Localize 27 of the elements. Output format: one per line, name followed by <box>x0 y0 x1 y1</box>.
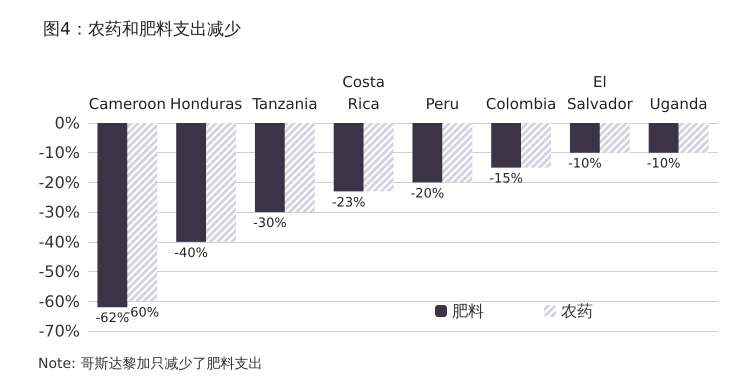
x-tick-label: Tanzania <box>251 95 318 113</box>
y-tick-label: -30% <box>38 202 80 222</box>
x-tick-label: El Salvador <box>566 73 634 113</box>
x-tick-label: Colombia <box>486 95 556 113</box>
y-tick-label: -60% <box>38 292 80 311</box>
data-label: -40% <box>174 246 208 261</box>
data-label: -10% <box>646 156 680 172</box>
x-tick-label: Cameroon <box>88 95 166 113</box>
x-tick-label: Peru <box>426 95 460 113</box>
legend-label: 农药 <box>561 302 593 320</box>
y-tick-label: -10% <box>38 143 80 162</box>
x-tick-label: Honduras <box>170 95 242 113</box>
data-label: -15% <box>489 172 523 187</box>
data-label: -10% <box>568 156 602 172</box>
y-tick-label: 0% <box>54 114 80 132</box>
y-tick-label: -20% <box>38 172 80 192</box>
y-tick-label: -70% <box>38 322 80 340</box>
data-label: -30% <box>253 216 287 232</box>
y-tick-label: -40% <box>38 232 80 252</box>
legend-label: 肥料 <box>452 302 484 320</box>
data-label: -23% <box>332 195 366 210</box>
data-label: -20% <box>410 186 444 202</box>
x-tick-label: Uganda <box>650 95 708 113</box>
y-tick-label: -50% <box>38 262 80 282</box>
text: Note: 哥斯达黎加只减少了肥料支出 <box>38 356 262 372</box>
x-tick-label: Costa Rica <box>342 73 385 113</box>
chart-title: 图4：农药和肥料支出减少 <box>43 20 241 40</box>
